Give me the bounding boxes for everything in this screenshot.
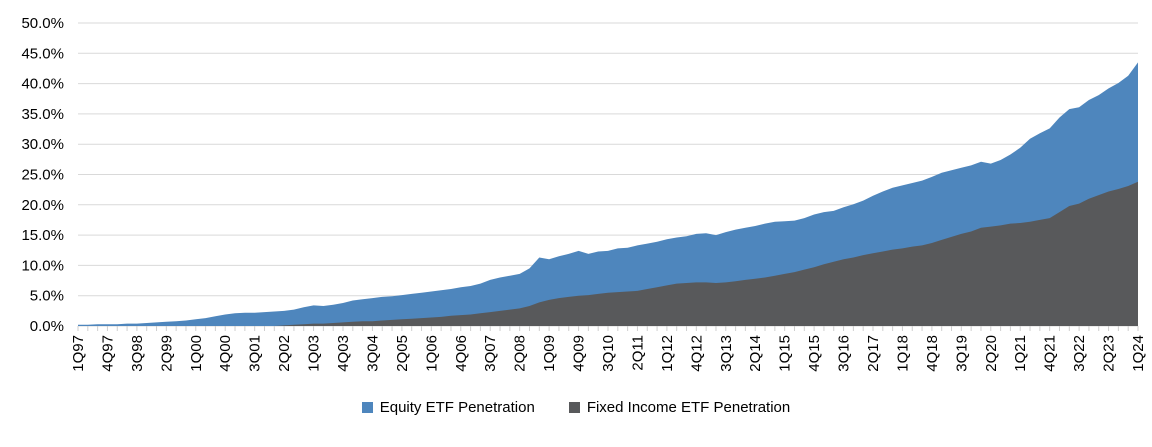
y-axis-tick-label: 0.0% <box>30 318 64 335</box>
x-axis-tick-label: 2Q17 <box>865 335 882 372</box>
y-axis-tick-label: 45.0% <box>21 45 64 62</box>
x-axis-tick-label: 2Q23 <box>1101 335 1118 372</box>
x-axis-tick-label: 3Q07 <box>482 335 499 372</box>
legend-label-equity: Equity ETF Penetration <box>379 399 535 416</box>
x-axis-tick-label: 4Q09 <box>571 335 588 372</box>
x-axis-tick-label: 2Q08 <box>512 335 529 372</box>
x-axis-tick-label: 2Q11 <box>629 335 646 371</box>
x-axis-tick-label: 2Q02 <box>276 335 293 372</box>
y-axis-tick-label: 15.0% <box>21 227 64 244</box>
x-axis-tick-label: 3Q22 <box>1071 335 1088 372</box>
chart-svg: 0.0% 5.0% 10.0% 15.0% 20.0% 25.0% 30.0% 35.0% 40… <box>21 15 1147 372</box>
y-axis-tick-label: 10.0% <box>21 257 64 274</box>
chart-legend: Equity ETF Penetration Fixed Income ETF … <box>0 400 1152 415</box>
x-axis-tick-label: 4Q18 <box>924 335 941 372</box>
x-axis-tick-label: 2Q14 <box>747 335 764 372</box>
x-axis-tick-label: 4Q06 <box>453 335 470 372</box>
x-axis-tick-label: 2Q20 <box>983 335 1000 372</box>
x-axis-tick-label: 4Q12 <box>688 335 705 372</box>
x-axis-tick-label: 1Q00 <box>188 335 205 372</box>
y-axis-tick-label: 25.0% <box>21 167 64 184</box>
x-axis-tick-label: 2Q99 <box>158 335 175 372</box>
x-axis-tick-label: 3Q10 <box>600 335 617 372</box>
x-axis-tick-label: 1Q12 <box>659 335 676 372</box>
fixed-income-series-swatch <box>568 402 580 413</box>
equity-series-swatch <box>361 402 373 413</box>
x-axis-tick-label: 3Q16 <box>836 335 853 372</box>
x-axis-tick-label: 4Q15 <box>806 335 823 372</box>
y-axis-tick-label: 50.0% <box>21 15 64 32</box>
x-axis-tick-label: 4Q97 <box>99 335 116 372</box>
x-axis-tick-label: 3Q04 <box>364 335 381 372</box>
x-axis-tick-label: 4Q00 <box>217 335 234 372</box>
x-axis-tick-label: 1Q06 <box>423 335 440 372</box>
legend-item-fixed-income: Fixed Income ETF Penetration <box>568 399 791 416</box>
x-axis-tick-label: 1Q18 <box>894 335 911 372</box>
x-axis-tick-label: 4Q03 <box>335 335 352 372</box>
x-axis-tick-label: 2Q05 <box>394 335 411 372</box>
x-axis-tick-label: 1Q21 <box>1012 335 1029 372</box>
y-axis-tick-label: 30.0% <box>21 136 64 153</box>
x-axis-tick-label: 3Q01 <box>247 335 264 372</box>
legend-label-fixed-income: Fixed Income ETF Penetration <box>586 399 791 416</box>
x-axis-tick-label: 1Q09 <box>541 335 558 372</box>
x-axis-tick-label: 1Q03 <box>306 335 323 372</box>
x-axis-tick-label: 4Q21 <box>1042 335 1059 372</box>
area-series-fixed-income <box>78 181 1138 326</box>
x-axis-tick-label: 1Q97 <box>70 335 87 372</box>
x-axis-tick-label: 3Q13 <box>718 335 735 372</box>
x-axis-tick-label: 1Q24 <box>1130 335 1147 372</box>
y-axis-tick-label: 20.0% <box>21 197 64 214</box>
y-axis-tick-label: 5.0% <box>30 288 64 305</box>
x-axis-tick-label: 1Q15 <box>777 335 794 372</box>
x-axis-tick-label: 3Q98 <box>129 335 146 372</box>
x-axis-tick-label: 3Q19 <box>953 335 970 372</box>
y-axis-tick-label: 35.0% <box>21 106 64 123</box>
legend-item-equity: Equity ETF Penetration <box>361 399 535 416</box>
y-axis-tick-label: 40.0% <box>21 76 64 93</box>
